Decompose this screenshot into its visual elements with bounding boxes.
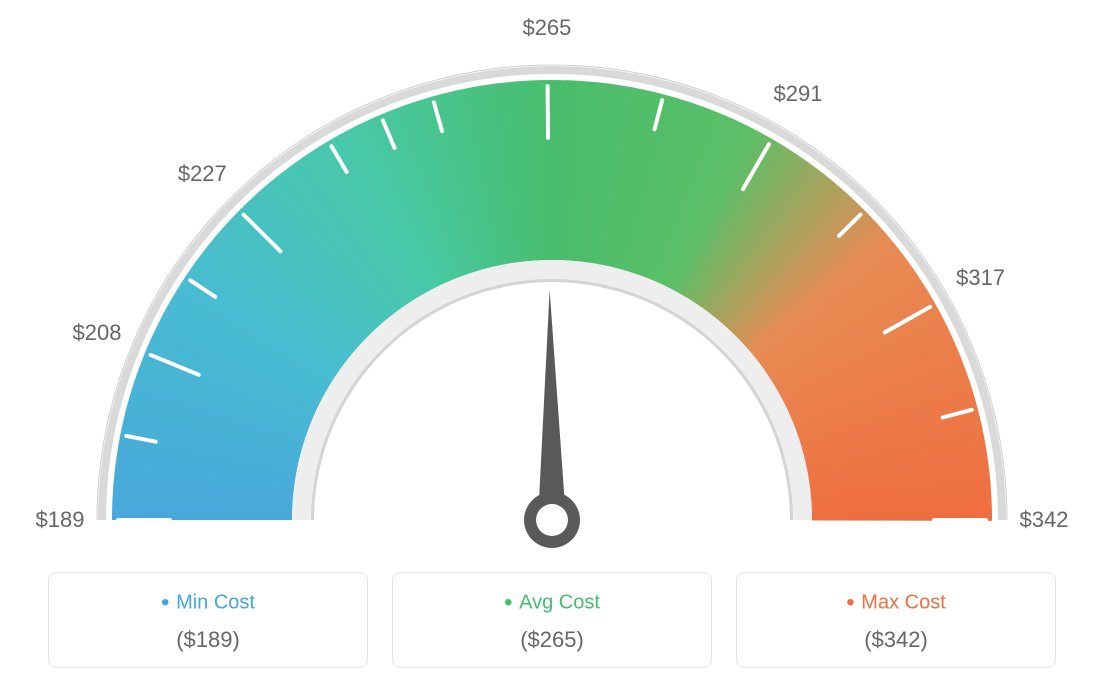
cost-gauge-widget: $189 $208 $227 $265 $291 $317 $342 Min Cost ($… <box>0 0 1104 690</box>
legend-card-avg: Avg Cost ($265) <box>392 572 712 668</box>
legend-label-max: Max Cost <box>747 589 1045 617</box>
legend-row: Min Cost ($189) Avg Cost ($265) Max Cost… <box>48 572 1056 668</box>
legend-value-avg: ($265) <box>403 627 701 653</box>
legend-card-min: Min Cost ($189) <box>48 572 368 668</box>
legend-value-max: ($342) <box>747 627 1045 653</box>
legend-card-max: Max Cost ($342) <box>736 572 1056 668</box>
gauge-tick-label: $317 <box>956 265 1005 291</box>
gauge-tick-label: $227 <box>178 161 227 187</box>
legend-value-min: ($189) <box>59 627 357 653</box>
gauge-chart: $189 $208 $227 $265 $291 $317 $342 <box>0 0 1104 560</box>
legend-label-min: Min Cost <box>59 589 357 617</box>
gauge-tick-label: $208 <box>72 320 121 346</box>
gauge-tick-label: $342 <box>1020 507 1069 533</box>
gauge-tick-label: $189 <box>36 507 85 533</box>
legend-label-avg: Avg Cost <box>403 589 701 617</box>
gauge-tick-label: $265 <box>522 15 571 41</box>
gauge-tick-label: $291 <box>774 81 823 107</box>
